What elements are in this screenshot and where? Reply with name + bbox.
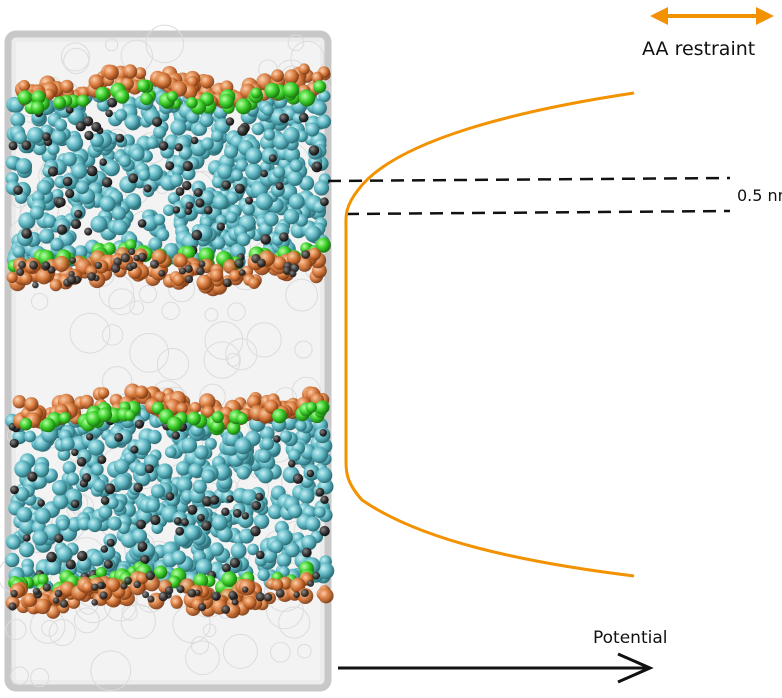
distance-label: 0.5 nm — [737, 186, 782, 205]
distance-marker — [327, 176, 731, 216]
legend-label: AA restraint — [642, 38, 756, 60]
double-arrow-icon — [650, 7, 774, 25]
dashed-line-lower — [345, 209, 731, 216]
lower-membrane — [5, 383, 335, 619]
potential-label: Potential — [593, 628, 668, 648]
dashed-line-upper — [327, 176, 731, 183]
upper-membrane — [5, 63, 332, 297]
right-arrow-icon — [338, 652, 654, 684]
restraint-potential-curve — [344, 91, 635, 578]
